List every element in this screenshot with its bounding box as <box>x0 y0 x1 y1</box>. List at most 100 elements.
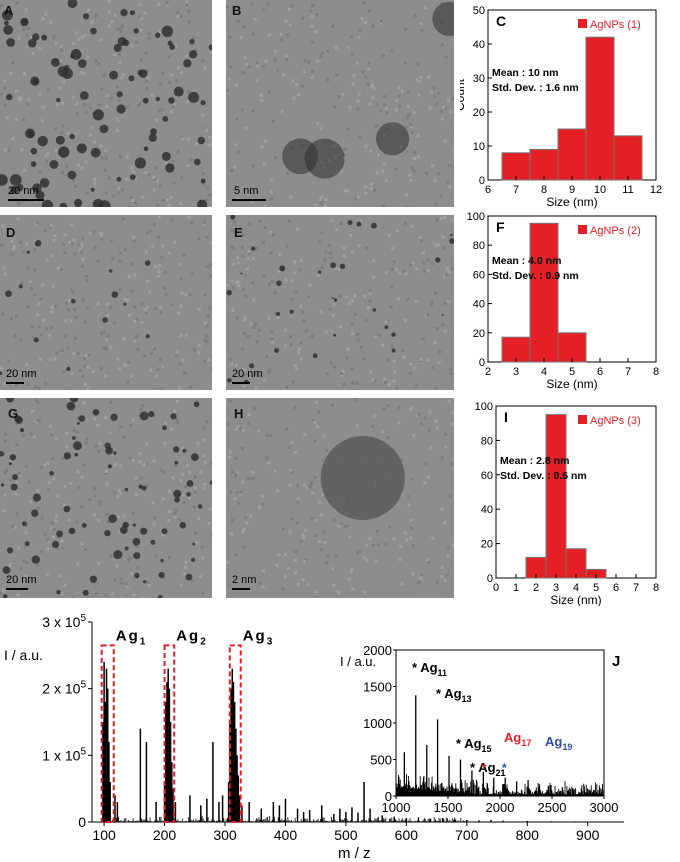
tem-noise <box>316 59 320 63</box>
tem-noise <box>179 15 183 18</box>
tem-noise <box>319 127 323 131</box>
tem-noise <box>50 306 54 309</box>
tem-noise <box>199 575 203 578</box>
tem-noise <box>108 24 111 28</box>
tem-noise <box>303 433 307 437</box>
tem-particle <box>49 470 54 476</box>
tem-noise <box>104 594 108 597</box>
tem-noise <box>93 513 96 516</box>
tem-noise <box>428 410 432 414</box>
tem-noise <box>349 234 352 238</box>
tem-noise <box>263 226 267 230</box>
tem-noise <box>269 178 273 182</box>
tem-noise <box>52 238 56 242</box>
tem-noise <box>313 475 317 479</box>
tem-noise <box>147 173 151 177</box>
tem-noise <box>355 61 359 65</box>
tem-noise <box>392 379 396 383</box>
tem-noise <box>3 471 7 475</box>
tem-noise <box>176 14 180 18</box>
tem-noise <box>320 548 324 552</box>
x-tick-label: 5 <box>593 582 599 594</box>
tem-noise <box>237 284 241 287</box>
tem-noise <box>47 488 51 492</box>
tem-noise <box>172 181 176 185</box>
x-tick-label: 11 <box>622 184 633 196</box>
tem-noise <box>234 474 237 478</box>
tem-noise <box>183 572 187 576</box>
tem-noise <box>424 314 428 318</box>
tem-noise <box>207 144 211 148</box>
tem-noise <box>201 59 205 63</box>
tem-noise <box>232 247 236 251</box>
tem-noise <box>124 582 128 585</box>
tem-noise <box>164 271 168 275</box>
tem-noise <box>356 99 360 103</box>
tem-noise <box>444 55 448 59</box>
tem-noise <box>85 278 89 282</box>
tem-noise <box>125 177 129 181</box>
tem-noise <box>61 171 65 175</box>
tem-noise <box>131 199 134 203</box>
tem-noise <box>138 102 142 106</box>
tem-noise <box>285 244 289 248</box>
tem-noise <box>93 487 96 491</box>
tem-noise <box>384 106 388 110</box>
tem-noise <box>363 590 367 594</box>
tem-noise <box>242 25 246 28</box>
tem-noise <box>74 184 77 188</box>
tem-noise <box>338 294 341 298</box>
tem-noise <box>322 530 326 534</box>
tem-noise <box>441 323 445 327</box>
tem-noise <box>231 285 235 289</box>
tem-noise <box>184 560 188 564</box>
tem-noise <box>78 369 82 372</box>
tem-noise <box>246 476 250 480</box>
y-axis-label: I / a.u. <box>4 647 43 663</box>
tem-noise <box>241 373 245 377</box>
tem-noise <box>43 532 47 536</box>
tem-noise <box>202 487 206 491</box>
tem-noise <box>7 148 11 152</box>
panel-letter: F <box>496 219 505 235</box>
tem-noise <box>420 28 424 32</box>
tem-noise <box>173 240 177 244</box>
tem-noise <box>203 339 207 343</box>
tem-noise <box>318 240 322 244</box>
tem-noise <box>315 425 319 429</box>
tem-noise <box>144 51 148 55</box>
tem-noise <box>402 355 406 359</box>
tem-noise <box>269 251 273 255</box>
tem-noise <box>452 245 454 249</box>
tem-noise <box>447 270 451 273</box>
tem-noise <box>276 316 280 320</box>
tem-particle <box>78 59 87 68</box>
tem-noise <box>287 445 291 449</box>
tem-noise <box>205 324 209 328</box>
tem-noise <box>270 197 274 201</box>
tem-particle <box>8 462 12 466</box>
tem-noise <box>427 561 431 564</box>
tem-noise <box>384 320 387 324</box>
tem-noise <box>313 420 317 424</box>
tem-noise <box>415 413 419 417</box>
tem-noise <box>364 75 368 79</box>
tem-noise <box>49 526 53 530</box>
tem-noise <box>334 554 338 558</box>
tem-noise <box>235 117 239 121</box>
tem-noise <box>36 400 40 404</box>
tem-noise <box>254 323 258 327</box>
tem-noise <box>93 178 97 182</box>
tem-noise <box>205 198 209 202</box>
tem-noise <box>311 69 314 73</box>
tem-noise <box>119 577 123 581</box>
tem-noise <box>194 531 197 535</box>
tem-noise <box>279 38 283 42</box>
tem-noise <box>236 280 240 284</box>
tem-noise <box>351 587 355 591</box>
tem-noise <box>374 124 378 128</box>
tem-noise <box>109 96 113 100</box>
tem-noise <box>102 73 106 77</box>
tem-particle <box>116 176 122 182</box>
tem-noise <box>371 24 375 28</box>
